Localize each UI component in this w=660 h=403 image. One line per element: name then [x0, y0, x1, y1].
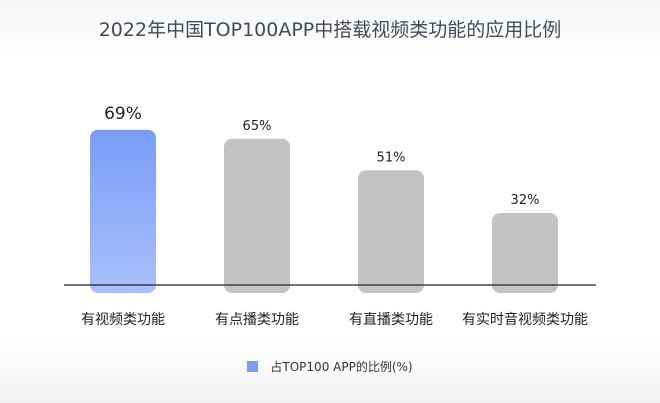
data-label-2: 65% — [243, 119, 272, 134]
category-label-2: 有点播类功能 — [215, 312, 299, 328]
bar-4 — [492, 213, 558, 293]
category-label-3: 有直播类功能 — [349, 311, 433, 328]
chart-title: 2022年中国TOP100APP中搭载视频类功能的应用比例 — [98, 19, 562, 41]
legend: 占TOP100 APP的比例(%) — [0, 358, 660, 375]
category-label-1: 有视频类功能 — [81, 312, 165, 328]
legend-label: 占TOP100 APP的比例(%) — [270, 360, 413, 374]
bar-1 — [90, 129, 156, 293]
bar-3 — [358, 170, 424, 293]
bar-2 — [224, 138, 290, 293]
data-label-1: 69% — [104, 104, 142, 124]
category-label-4: 有实时音视频类功能 — [462, 311, 588, 328]
data-label-4: 32% — [511, 193, 540, 208]
data-label-3: 51% — [377, 150, 406, 165]
legend-swatch — [247, 361, 259, 372]
